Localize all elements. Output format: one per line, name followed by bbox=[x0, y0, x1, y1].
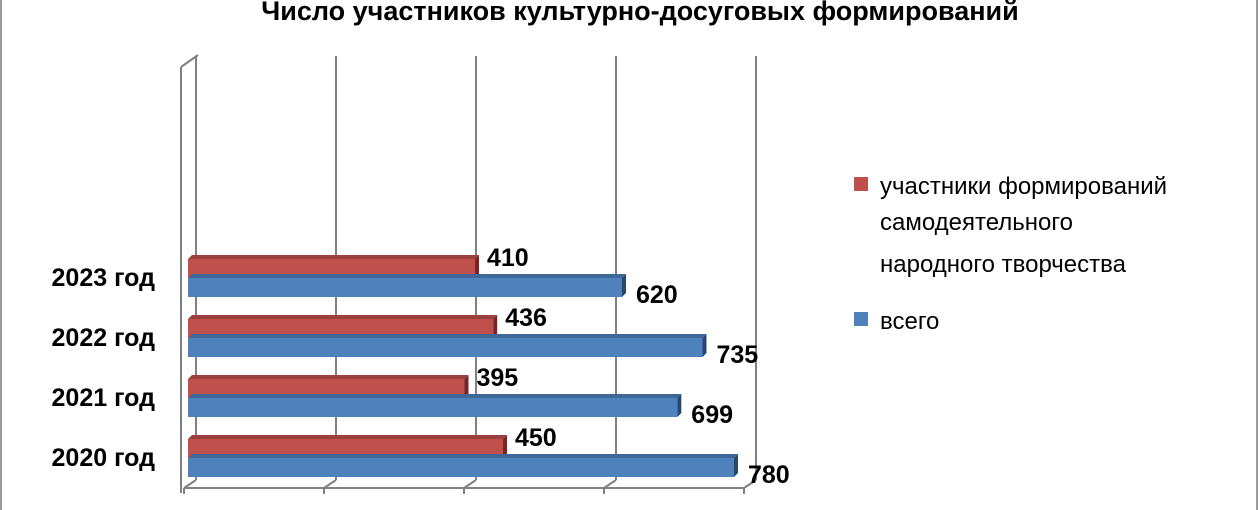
bar-end bbox=[493, 315, 498, 338]
gridline-floor-diagonal bbox=[323, 479, 337, 489]
data-label-participants: 450 bbox=[515, 424, 557, 452]
legend-label-participants: участники формирований bbox=[880, 173, 1167, 200]
bar-total bbox=[188, 334, 707, 357]
bar-total bbox=[188, 454, 738, 477]
category-label: 2023 год bbox=[52, 264, 156, 292]
data-labels: 450 395 436 410 780 699 735 620 bbox=[477, 244, 790, 489]
bar-participants bbox=[188, 435, 507, 458]
legend-label-participants: народного творчества bbox=[880, 251, 1127, 278]
data-label-participants: 436 bbox=[505, 304, 547, 332]
bar-front bbox=[188, 338, 703, 357]
bar-front bbox=[188, 259, 475, 278]
gridline-floor-diagonal bbox=[183, 479, 197, 489]
bar-front bbox=[188, 379, 465, 398]
bar-end bbox=[464, 375, 469, 398]
bar-end bbox=[677, 394, 682, 417]
bar-top bbox=[188, 255, 479, 259]
legend: участники формирований самодеятельного н… bbox=[854, 173, 1167, 335]
data-label-total: 735 bbox=[717, 341, 759, 369]
bar-participants bbox=[188, 255, 479, 278]
category-label: 2021 год bbox=[52, 384, 156, 412]
legend-label-participants: самодеятельного bbox=[880, 209, 1073, 236]
bar-top bbox=[188, 375, 469, 379]
bar-end bbox=[622, 274, 626, 297]
data-label-total: 780 bbox=[748, 461, 790, 489]
category-label: 2022 год bbox=[52, 324, 156, 352]
data-label-participants: 410 bbox=[487, 244, 529, 272]
gridline-floor-diagonal bbox=[743, 479, 757, 489]
bar-participants bbox=[188, 315, 498, 338]
bar-participants bbox=[188, 375, 469, 398]
chart-title: Число участников культурно-досуговых фор… bbox=[261, 0, 1018, 26]
bars bbox=[188, 255, 738, 477]
bar-front bbox=[188, 398, 678, 417]
bar-top bbox=[188, 274, 626, 278]
bar-end bbox=[734, 454, 738, 477]
bar-front bbox=[188, 458, 734, 477]
gridline-floor-diagonal bbox=[603, 479, 617, 489]
data-label-total: 699 bbox=[691, 401, 733, 429]
gridline-floor-diagonal bbox=[463, 479, 477, 489]
bar-top bbox=[188, 315, 498, 319]
legend-swatch-participants bbox=[854, 177, 868, 191]
bar-end bbox=[702, 334, 707, 357]
bar-total bbox=[188, 274, 626, 297]
bar-total bbox=[188, 394, 682, 417]
bar-end bbox=[503, 435, 507, 458]
bar-top bbox=[188, 334, 707, 338]
data-label-total: 620 bbox=[636, 281, 678, 309]
bar-top bbox=[188, 435, 507, 439]
bar-end bbox=[475, 255, 479, 278]
legend-swatch-total bbox=[854, 312, 868, 326]
bar-front bbox=[188, 278, 622, 297]
category-axis: 2020 год 2021 год 2022 год 2023 год bbox=[52, 264, 156, 472]
bar-front bbox=[188, 439, 503, 458]
legend-label-total: всего bbox=[880, 308, 939, 335]
category-label: 2020 год bbox=[52, 444, 156, 472]
bar-top bbox=[188, 394, 682, 398]
data-label-participants: 395 bbox=[477, 364, 519, 392]
bar-top bbox=[188, 454, 738, 458]
bar-front bbox=[188, 319, 494, 338]
